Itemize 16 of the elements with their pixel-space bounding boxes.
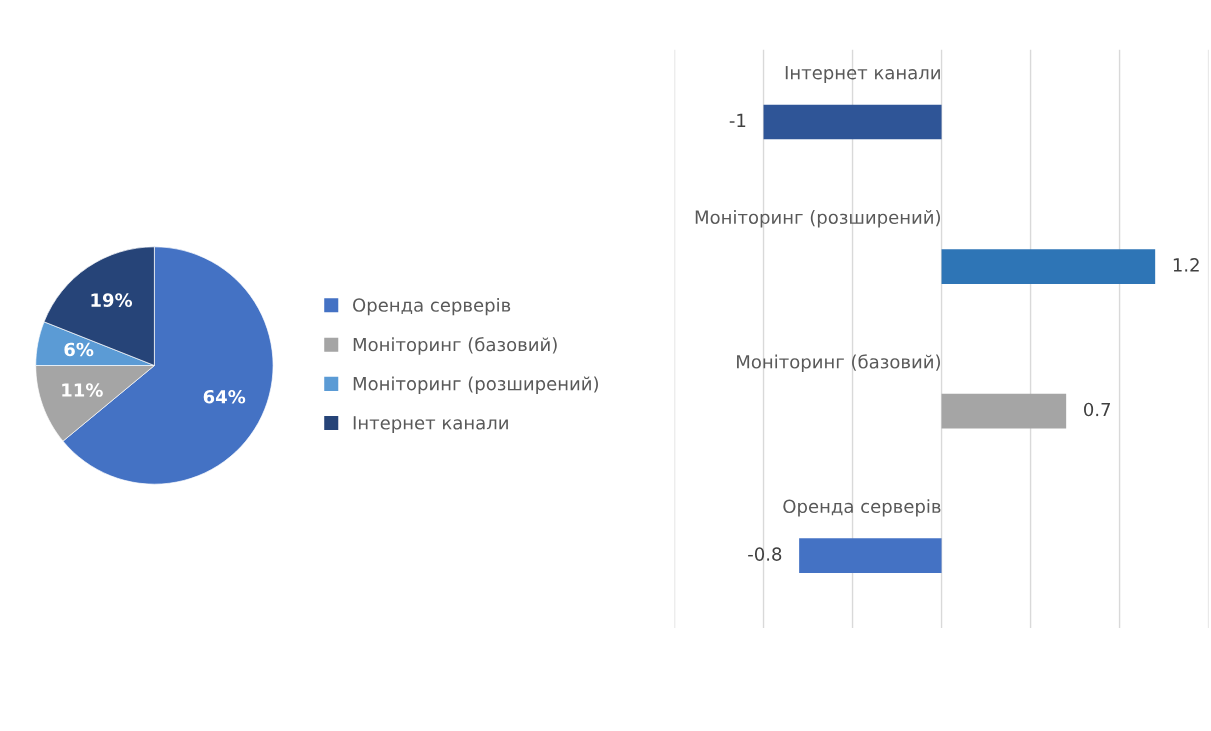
data-label: 19% bbox=[91, 293, 133, 307]
legend-label: Моніторинг (базовий) bbox=[353, 337, 557, 355]
y-tick-label: Моніторинг (розширений) bbox=[695, 210, 940, 228]
y-tick-label: Оренда серверів bbox=[783, 499, 941, 517]
data-label: -0.8 bbox=[748, 547, 782, 561]
data-label: 0.7 bbox=[1084, 402, 1110, 417]
data-label: 64% bbox=[203, 389, 246, 404]
legend-label: Інтернет канали bbox=[353, 416, 508, 434]
legend-label: Оренда серверів bbox=[353, 297, 511, 316]
legend-label: Моніторинг (розширений) bbox=[353, 376, 598, 394]
data-label: 1.2 bbox=[1173, 258, 1199, 272]
data-label: 6% bbox=[64, 342, 94, 357]
data-label: 11% bbox=[62, 383, 103, 397]
data-label: -1 bbox=[729, 113, 746, 127]
y-tick-label: Інтернет канали bbox=[785, 66, 940, 83]
y-tick-label: Моніторинг (базовий) bbox=[737, 354, 940, 373]
